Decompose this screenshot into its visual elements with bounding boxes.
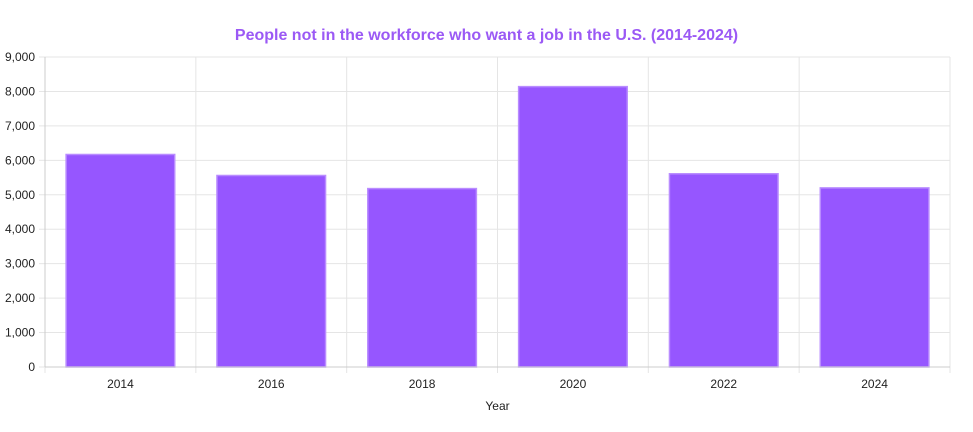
grid-lines [44,56,951,373]
axes [39,56,950,368]
x-tick-label: 2024 [861,377,888,391]
bar-2022 [668,173,779,368]
x-tick-label: 2022 [710,377,737,391]
y-tick-label: 8,000 [5,84,35,98]
y-tick-label: 5,000 [5,188,35,202]
bar-2014 [65,153,176,368]
y-tick-label: 9,000 [5,50,35,64]
y-tick-label: 0 [28,360,35,374]
bar-2016 [216,174,327,368]
bar-2024 [819,187,930,368]
x-tick-label: 2020 [560,377,587,391]
x-tick-label: 2018 [409,377,436,391]
bar-2020 [517,85,628,368]
tick-labels: 0 1,000 2,000 3,000 4,000 5,000 6,000 7,000 8,00… [5,50,888,391]
y-tick-label: 4,000 [5,222,35,236]
x-tick-label: 2014 [107,377,134,391]
y-tick-label: 6,000 [5,153,35,167]
bar-2018 [367,187,478,368]
x-tick-label: 2016 [258,377,285,391]
y-tick-label: 2,000 [5,291,35,305]
y-tick-label: 3,000 [5,257,35,271]
chart-title: People not in the workforce who want a j… [234,27,739,44]
y-tick-label: 1,000 [5,326,35,340]
x-axis-title: Year [485,399,509,413]
y-tick-label: 7,000 [5,119,35,133]
